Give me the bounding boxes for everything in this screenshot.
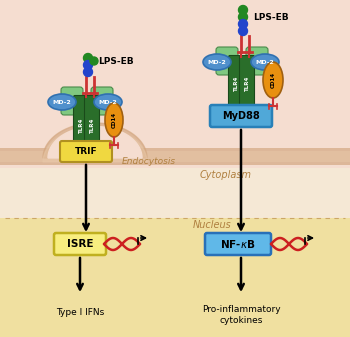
Text: MD-2: MD-2: [99, 99, 117, 104]
Text: Endocytosis: Endocytosis: [122, 157, 176, 166]
Circle shape: [238, 5, 247, 14]
FancyBboxPatch shape: [210, 105, 272, 127]
Text: TLR4: TLR4: [245, 75, 250, 91]
Text: Nucleus: Nucleus: [193, 220, 232, 230]
Text: TLR4: TLR4: [233, 75, 238, 91]
FancyBboxPatch shape: [229, 56, 244, 106]
FancyBboxPatch shape: [60, 141, 112, 162]
Text: MD-2: MD-2: [256, 60, 274, 64]
Text: Pro-inflammatory: Pro-inflammatory: [202, 305, 280, 314]
Bar: [0, 151, 350, 162]
Text: CD14: CD14: [271, 72, 275, 88]
Text: Cytoplasm: Cytoplasm: [200, 170, 252, 180]
Bar: [0, 148, 350, 165]
Text: cytokines: cytokines: [219, 316, 263, 325]
Polygon shape: [43, 123, 147, 158]
FancyBboxPatch shape: [239, 56, 254, 106]
Text: LPS-EB: LPS-EB: [98, 58, 134, 66]
Text: TLR4: TLR4: [90, 117, 95, 133]
Circle shape: [238, 12, 247, 22]
Ellipse shape: [263, 62, 283, 98]
Circle shape: [238, 27, 247, 35]
Ellipse shape: [203, 54, 231, 70]
Text: MD-2: MD-2: [52, 99, 71, 104]
FancyBboxPatch shape: [54, 233, 106, 255]
Circle shape: [84, 54, 92, 62]
Circle shape: [84, 61, 92, 69]
Text: TRIF: TRIF: [75, 147, 97, 156]
Circle shape: [238, 20, 247, 29]
Text: NF-$\kappa$B: NF-$\kappa$B: [220, 238, 256, 250]
Ellipse shape: [105, 103, 123, 137]
Text: ISRE: ISRE: [67, 239, 93, 249]
Text: CD14: CD14: [112, 112, 117, 128]
FancyBboxPatch shape: [84, 95, 99, 144]
Ellipse shape: [251, 54, 279, 70]
FancyBboxPatch shape: [74, 95, 89, 144]
Text: MyD88: MyD88: [222, 111, 260, 121]
Text: LPS-EB: LPS-EB: [253, 13, 289, 23]
Bar: [0, 218, 350, 337]
Polygon shape: [48, 126, 142, 158]
Circle shape: [90, 57, 98, 65]
Bar: [0, 168, 350, 337]
FancyBboxPatch shape: [61, 87, 83, 115]
Ellipse shape: [94, 94, 122, 110]
Polygon shape: [43, 127, 147, 162]
Text: MD-2: MD-2: [208, 60, 226, 64]
Text: TLR4: TLR4: [78, 117, 84, 133]
FancyBboxPatch shape: [246, 47, 268, 75]
FancyBboxPatch shape: [91, 87, 113, 115]
FancyBboxPatch shape: [205, 233, 271, 255]
FancyBboxPatch shape: [216, 47, 238, 75]
Ellipse shape: [48, 94, 76, 110]
Circle shape: [84, 67, 92, 76]
Text: Type I IFNs: Type I IFNs: [56, 308, 104, 317]
